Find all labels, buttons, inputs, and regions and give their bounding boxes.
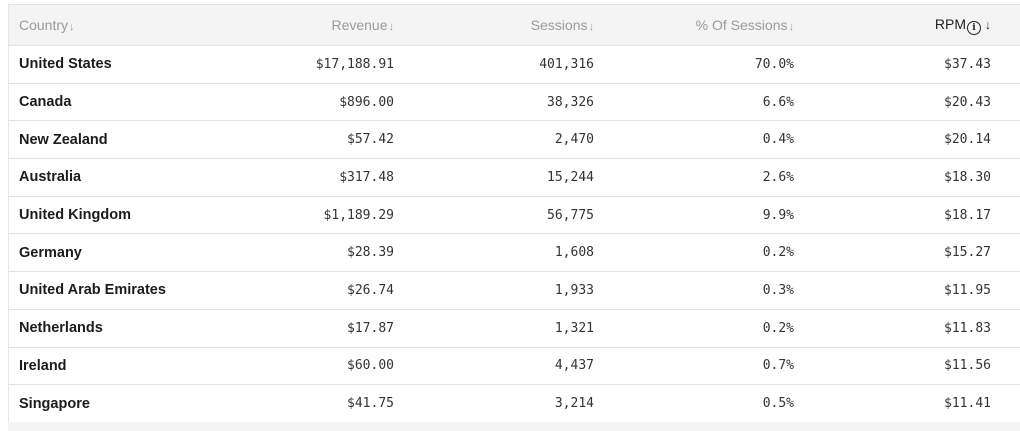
revenue-cell: $60.00 [347, 358, 394, 374]
pct-sessions-cell: 6.6% [762, 94, 794, 110]
pct-sessions-cell: 2.6% [762, 169, 794, 185]
rpm-cell: $20.14 [944, 132, 991, 148]
table-row: Singapore $41.75 3,214 0.5% $11.41 [9, 385, 1020, 423]
pct-sessions-cell: 0.2% [762, 320, 794, 336]
revenue-cell: $57.42 [347, 132, 394, 148]
revenue-cell: $317.48 [339, 169, 394, 185]
header-pct-sessions[interactable]: % Of Sessions↓ [594, 17, 794, 33]
country-cell: United Kingdom [19, 207, 131, 224]
country-revenue-table: Country↓ Revenue↓ Sessions↓ % Of Session… [8, 4, 1020, 423]
table-row: Ireland $60.00 4,437 0.7% $11.56 [9, 347, 1020, 386]
revenue-cell: $26.74 [347, 282, 394, 298]
table-row: New Zealand $57.42 2,470 0.4% $20.14 [9, 121, 1020, 160]
country-cell: Canada [19, 94, 72, 111]
country-cell: Australia [19, 169, 82, 186]
sort-arrow-icon: ↓ [588, 21, 595, 33]
sort-arrow-icon: ↓ [788, 21, 795, 33]
header-sessions[interactable]: Sessions↓ [394, 17, 594, 33]
revenue-cell: $41.75 [347, 396, 394, 412]
table-row: Australia $317.48 15,244 2.6% $18.30 [9, 159, 1020, 197]
header-rpm[interactable]: RPM i ↓ [794, 16, 991, 35]
sort-arrow-icon: ↓ [69, 21, 75, 33]
pct-sessions-cell: 0.7% [762, 358, 794, 374]
country-cell: Germany [19, 244, 82, 261]
pct-sessions-cell: 9.9% [762, 207, 794, 223]
revenue-cell: $1,189.29 [323, 207, 394, 223]
rpm-cell: $15.27 [944, 245, 991, 261]
rpm-cell: $20.43 [944, 94, 991, 110]
country-cell: United States [19, 56, 112, 73]
sort-arrow-icon: ↓ [388, 21, 395, 33]
header-revenue-label: Revenue [331, 17, 388, 33]
rpm-cell: $11.83 [944, 320, 991, 336]
table-row: United States $17,188.91 401,316 70.0% $37.4… [9, 46, 1020, 84]
revenue-cell: $896.00 [339, 94, 394, 110]
pct-sessions-cell: 70.0% [754, 56, 794, 72]
sessions-cell: 15,244 [547, 169, 594, 185]
pct-sessions-cell: 0.5% [762, 396, 794, 412]
rpm-cell: $11.41 [944, 396, 991, 412]
sessions-cell: 38,326 [547, 94, 594, 110]
header-country[interactable]: Country↓ [9, 17, 239, 33]
table-row: United Arab Emirates $26.74 1,933 0.3% $11.9… [9, 272, 1020, 310]
revenue-cell: $17,188.91 [315, 56, 394, 72]
revenue-cell: $17.87 [347, 320, 394, 336]
rpm-cell: $11.56 [944, 358, 991, 374]
pct-sessions-cell: 0.3% [762, 282, 794, 298]
sessions-cell: 1,933 [554, 282, 594, 298]
sessions-cell: 1,608 [554, 245, 594, 261]
table-row: United Kingdom $1,189.29 56,775 9.9% $18.17 [9, 196, 1020, 235]
country-cell: Netherlands [19, 320, 103, 337]
rpm-cell: $18.30 [944, 169, 991, 185]
rpm-cell: $18.17 [944, 207, 991, 223]
sessions-cell: 401,316 [539, 56, 594, 72]
country-cell: Singapore [19, 395, 90, 412]
table-row: Netherlands $17.87 1,321 0.2% $11.83 [9, 309, 1020, 348]
header-sessions-label: Sessions [530, 17, 588, 33]
table-footer-strip [8, 422, 1020, 431]
table-body: United States $17,188.91 401,316 70.0% $37.4… [9, 46, 1020, 423]
country-cell: New Zealand [19, 131, 108, 148]
sessions-cell: 56,775 [547, 207, 594, 223]
revenue-cell: $28.39 [347, 245, 394, 261]
pct-sessions-cell: 0.2% [762, 245, 794, 261]
header-revenue[interactable]: Revenue↓ [239, 17, 394, 33]
sessions-cell: 1,321 [554, 320, 594, 336]
header-pct-sessions-label: % Of Sessions [695, 17, 788, 33]
table-row: Canada $896.00 38,326 6.6% $20.43 [9, 83, 1020, 122]
header-rpm-label: RPM [934, 15, 966, 32]
sessions-cell: 2,470 [554, 132, 594, 148]
country-cell: Ireland [19, 357, 67, 374]
sort-arrow-icon: ↓ [985, 17, 991, 32]
table-row: Germany $28.39 1,608 0.2% $15.27 [9, 234, 1020, 273]
rpm-cell: $37.43 [944, 56, 991, 72]
country-cell: United Arab Emirates [19, 282, 166, 299]
sessions-cell: 4,437 [554, 358, 594, 374]
table-header: Country↓ Revenue↓ Sessions↓ % Of Session… [9, 5, 1020, 46]
header-country-label: Country [19, 17, 69, 33]
rpm-cell: $11.95 [944, 282, 991, 298]
info-icon[interactable]: i [967, 20, 981, 35]
pct-sessions-cell: 0.4% [762, 132, 794, 148]
sessions-cell: 3,214 [554, 396, 594, 412]
